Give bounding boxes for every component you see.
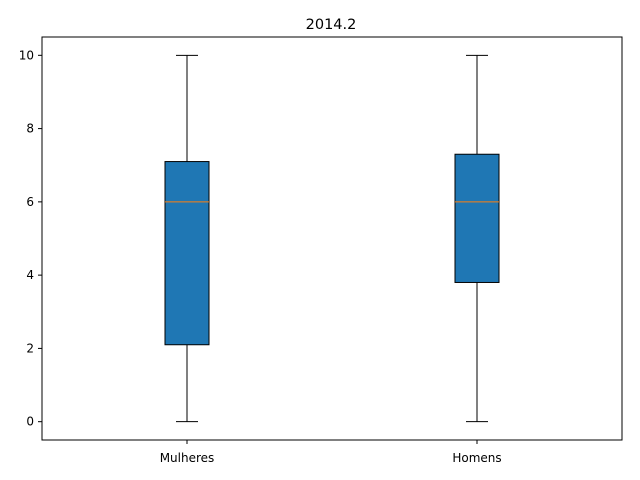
y-tick-label: 10 xyxy=(19,48,34,62)
box-homens xyxy=(454,54,500,423)
y-tick-label: 0 xyxy=(26,415,34,429)
x-tick-label: Homens xyxy=(452,451,501,465)
plot-frame xyxy=(41,36,623,441)
y-tick-label: 4 xyxy=(26,268,34,282)
box-body xyxy=(454,153,500,283)
y-tick-label: 8 xyxy=(26,122,34,136)
x-tick-label: Mulheres xyxy=(160,451,215,465)
box-mulheres xyxy=(164,54,210,423)
y-axis: 0 2 4 6 8 10 xyxy=(19,48,42,429)
box-group xyxy=(164,54,500,423)
y-tick-label: 2 xyxy=(26,341,34,355)
y-tick-label: 6 xyxy=(26,195,34,209)
box-body xyxy=(164,161,210,346)
x-axis: Mulheres Homens xyxy=(160,440,502,465)
chart-title: 2014.2 xyxy=(306,17,357,33)
